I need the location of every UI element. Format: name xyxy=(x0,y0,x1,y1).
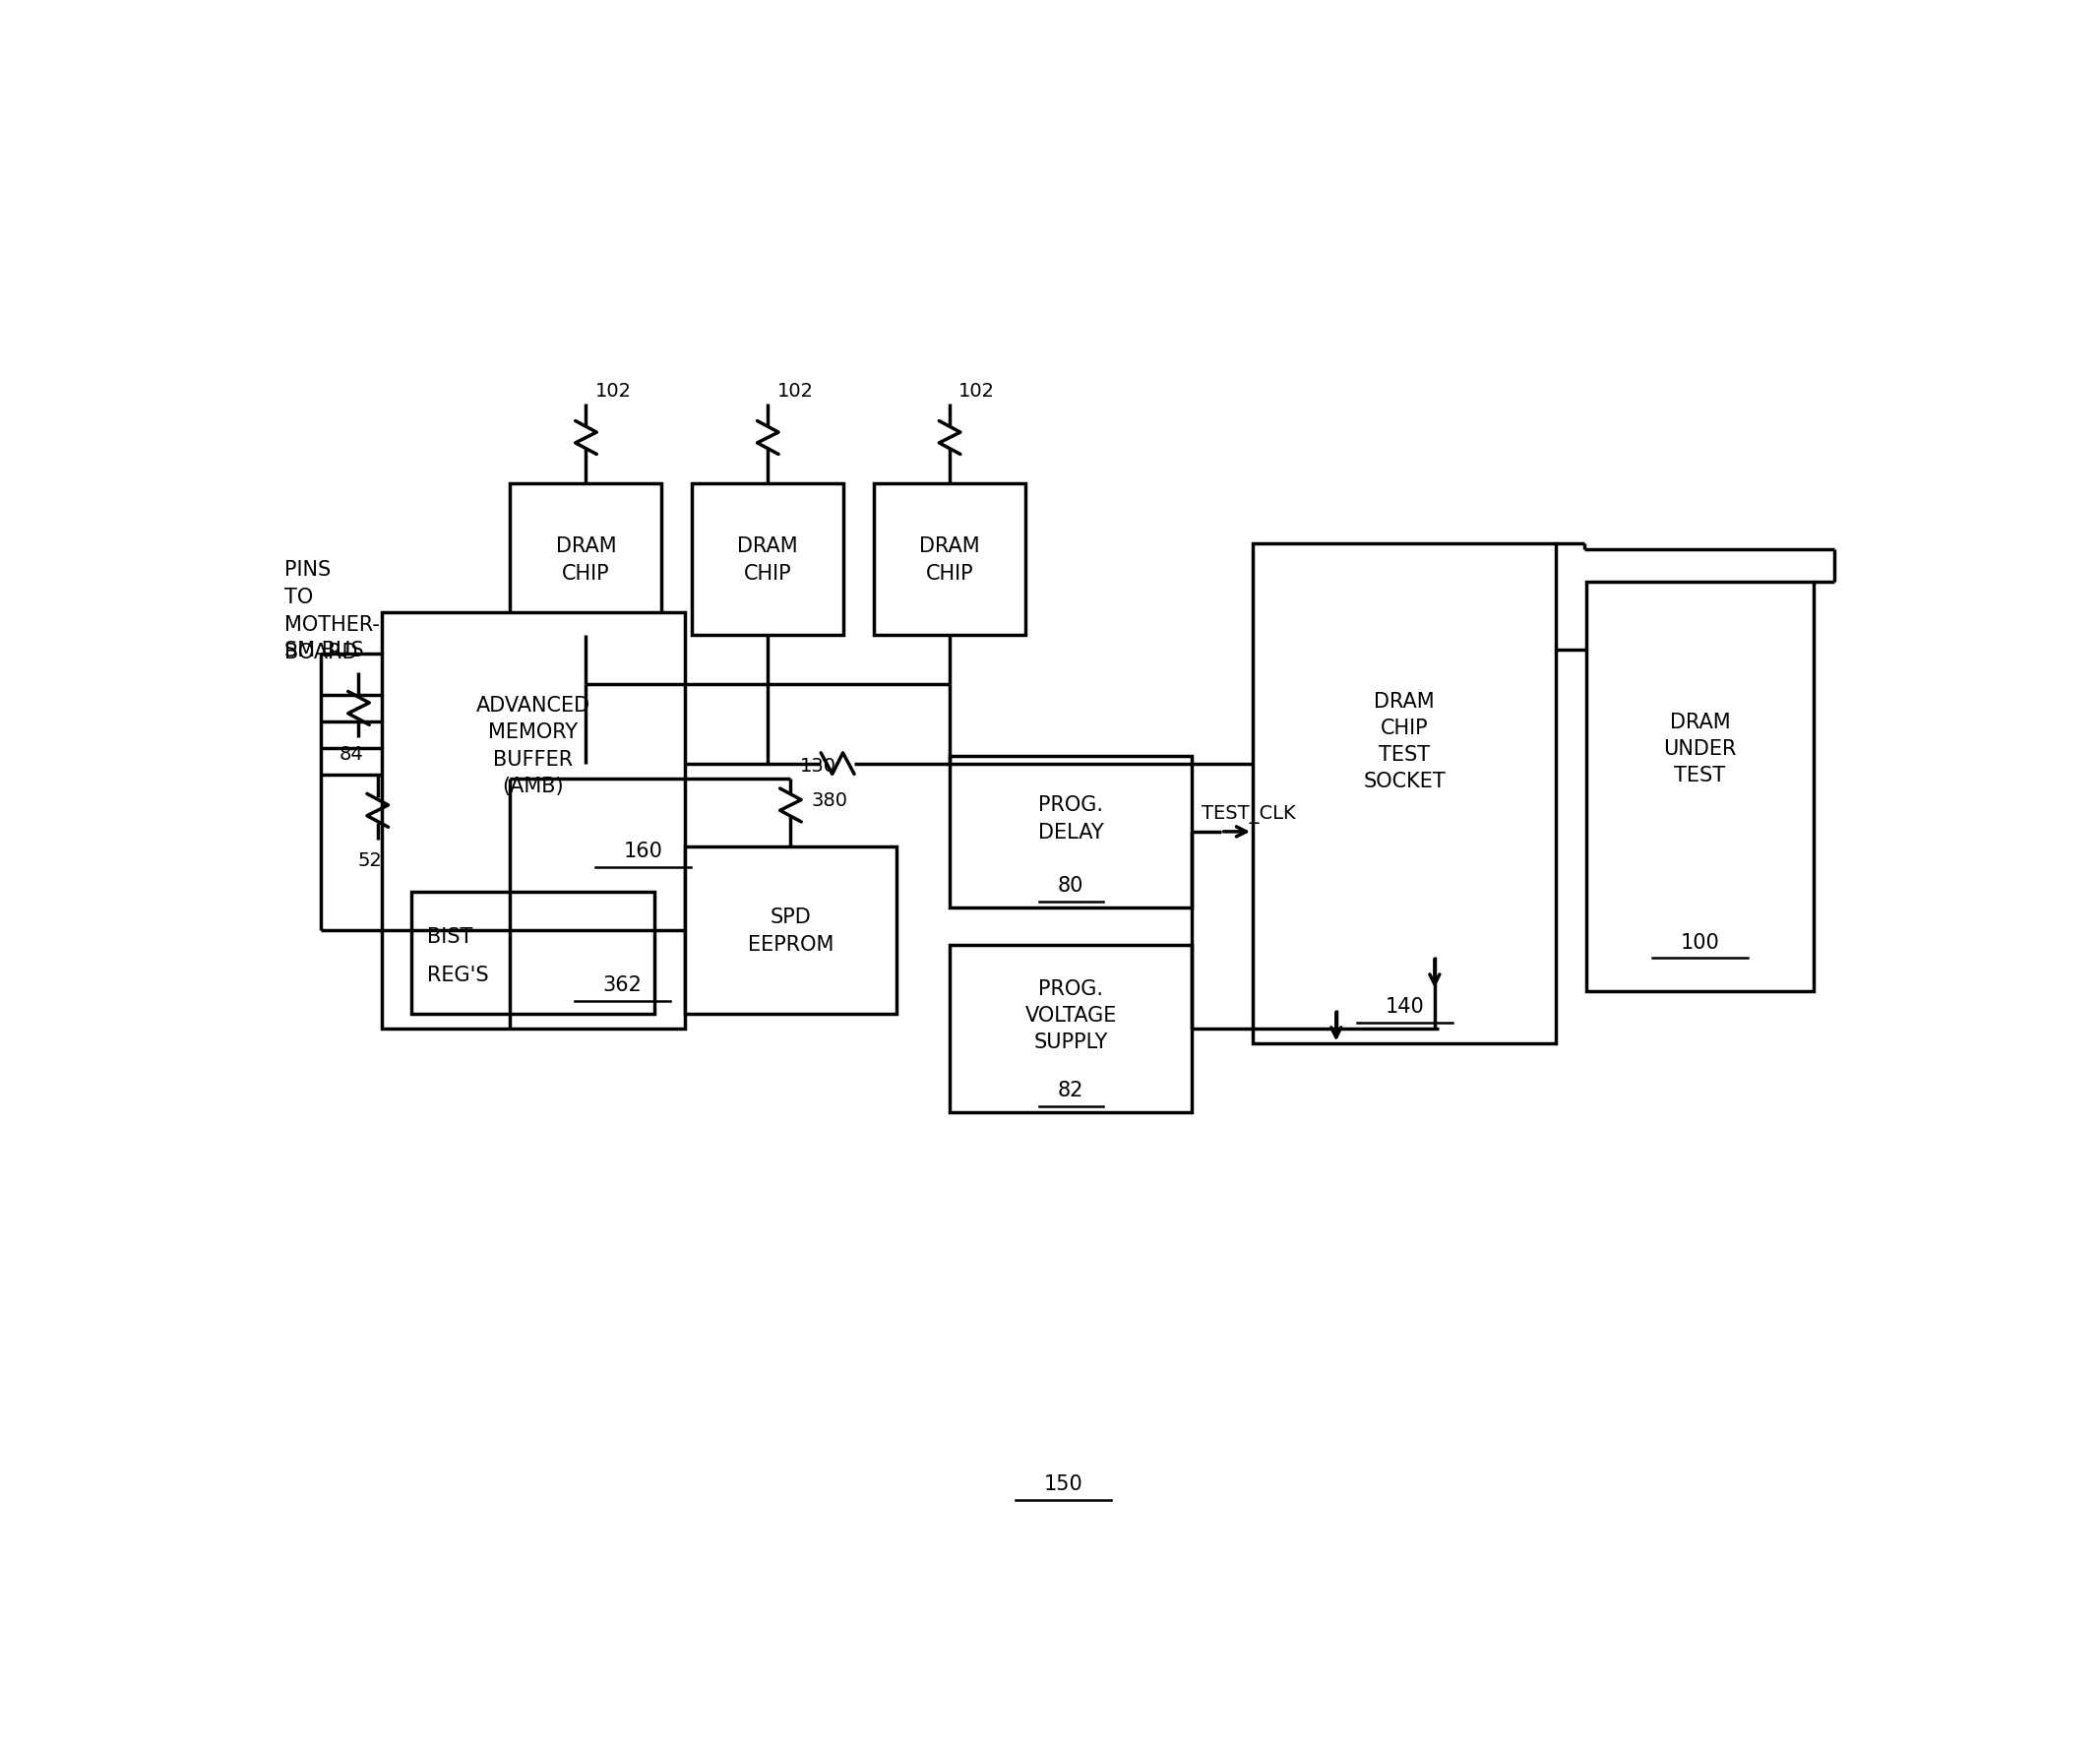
Text: PINS
TO
MOTHER-
BOARD: PINS TO MOTHER- BOARD xyxy=(284,559,380,662)
Text: 102: 102 xyxy=(594,382,632,401)
Bar xyxy=(949,946,1193,1113)
Text: BIST: BIST xyxy=(426,927,473,946)
Text: 52: 52 xyxy=(357,851,382,869)
Text: PROG.
DELAY: PROG. DELAY xyxy=(1037,795,1105,841)
Text: 102: 102 xyxy=(777,382,813,401)
Text: SM BUS: SM BUS xyxy=(284,641,363,661)
Text: 362: 362 xyxy=(603,976,643,995)
Bar xyxy=(693,484,844,636)
Bar xyxy=(685,848,897,1014)
Text: DRAM
CHIP
TEST
SOCKET: DRAM CHIP TEST SOCKET xyxy=(1363,692,1445,792)
Text: PROG.
VOLTAGE
SUPPLY: PROG. VOLTAGE SUPPLY xyxy=(1025,979,1117,1051)
Bar xyxy=(1254,545,1556,1044)
Bar xyxy=(874,484,1025,636)
Text: DRAM
UNDER
TEST: DRAM UNDER TEST xyxy=(1663,713,1737,785)
Text: DRAM
CHIP: DRAM CHIP xyxy=(920,536,981,583)
Text: SPD
EEPROM: SPD EEPROM xyxy=(748,908,834,955)
Bar xyxy=(1586,582,1814,992)
Text: 380: 380 xyxy=(813,790,848,809)
Bar xyxy=(412,894,655,1014)
Text: REG'S: REG'S xyxy=(426,965,489,985)
Text: 84: 84 xyxy=(338,745,363,764)
Text: 150: 150 xyxy=(1044,1473,1084,1493)
Text: 80: 80 xyxy=(1058,876,1084,895)
Text: 102: 102 xyxy=(960,382,995,401)
Text: 130: 130 xyxy=(800,757,836,776)
Text: 100: 100 xyxy=(1680,932,1720,951)
Bar xyxy=(382,613,685,1028)
Text: TEST_CLK: TEST_CLK xyxy=(1201,804,1296,823)
Text: 82: 82 xyxy=(1058,1079,1084,1100)
Bar xyxy=(510,484,662,636)
Text: DRAM
CHIP: DRAM CHIP xyxy=(737,536,798,583)
Text: 140: 140 xyxy=(1384,997,1424,1016)
Text: ADVANCED
MEMORY
BUFFER
(AMB): ADVANCED MEMORY BUFFER (AMB) xyxy=(477,696,590,795)
Bar xyxy=(949,757,1193,908)
Text: 160: 160 xyxy=(624,841,662,860)
Text: DRAM
CHIP: DRAM CHIP xyxy=(556,536,615,583)
